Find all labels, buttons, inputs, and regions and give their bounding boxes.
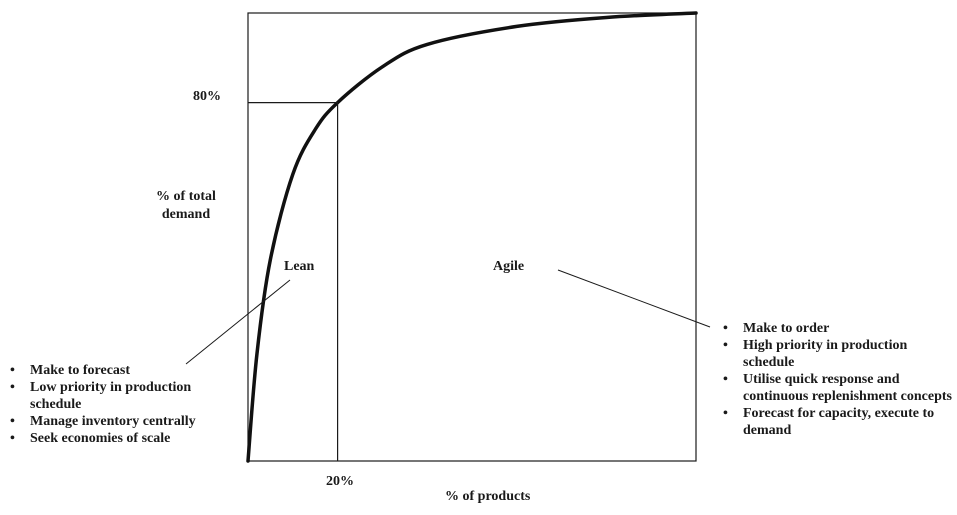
lean-bullet-item: Seek economies of scale — [6, 430, 206, 447]
lean-callout-line — [185, 279, 291, 365]
agile-bullet-item: Utilise quick response and continuous re… — [719, 371, 955, 405]
x-axis-label: % of products — [445, 489, 531, 504]
lean-bullet-list: Make to forecast Low priority in product… — [6, 362, 206, 447]
agile-bullet-item: Make to order — [719, 320, 955, 337]
agile-title: Agile — [493, 259, 525, 274]
lean-bullet-item: Make to forecast — [6, 362, 206, 379]
lean-bullet-item: Manage inventory centrally — [6, 413, 206, 430]
agile-bullet-list: Make to order High priority in productio… — [719, 320, 955, 439]
y-marker-label: 80% — [193, 89, 221, 104]
agile-bullet-item: Forecast for capacity, execute to demand — [719, 405, 955, 439]
agile-bullet-item: High priority in production schedule — [719, 337, 955, 371]
x-marker-label: 20% — [326, 474, 354, 489]
demand-curve — [246, 11, 698, 463]
y-axis-label: % of total demand — [156, 189, 216, 222]
plot-frame — [247, 12, 697, 462]
pareto-marker-lines — [248, 101, 339, 461]
lean-bullet-item: Low priority in production schedule — [6, 379, 206, 413]
agile-callout-line — [557, 269, 711, 328]
lean-title: Lean — [284, 259, 315, 274]
